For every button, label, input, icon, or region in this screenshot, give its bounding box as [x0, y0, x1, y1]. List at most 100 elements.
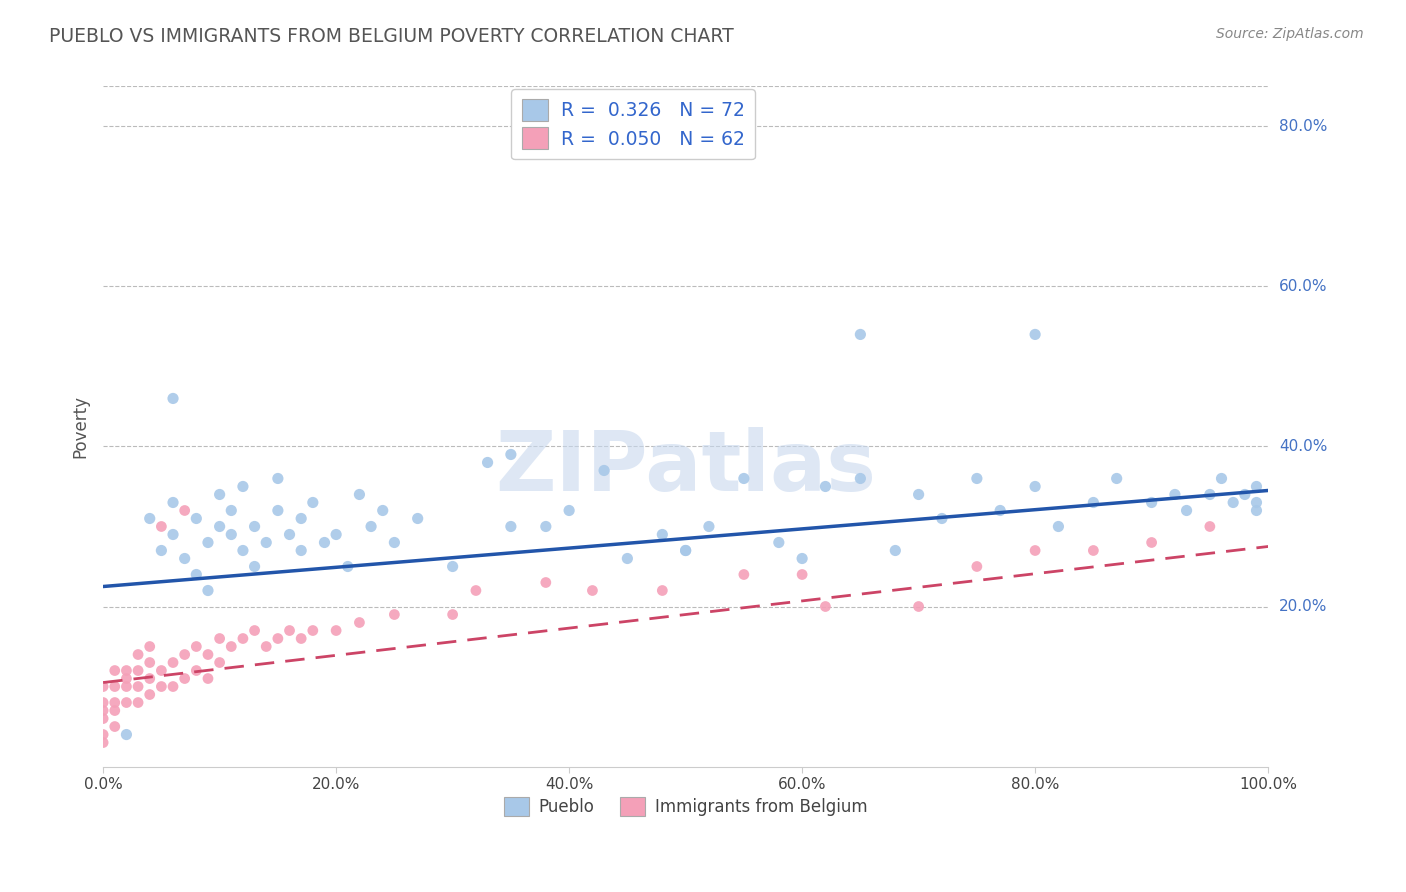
Point	[406, 511, 429, 525]
Text: ZIPatlas: ZIPatlas	[495, 426, 876, 508]
Point	[849, 327, 872, 342]
Point	[197, 535, 219, 549]
Point	[254, 535, 277, 549]
Point	[91, 680, 114, 694]
Point	[1233, 487, 1256, 501]
Point	[534, 519, 557, 533]
Point	[593, 463, 616, 477]
Point	[186, 511, 208, 525]
Point	[208, 632, 231, 646]
Point	[290, 543, 312, 558]
Point	[267, 632, 290, 646]
Point	[162, 527, 184, 541]
Point	[675, 543, 697, 558]
Point	[232, 543, 254, 558]
Point	[219, 640, 242, 654]
Point	[441, 559, 464, 574]
Point	[173, 551, 195, 566]
Point	[173, 503, 195, 517]
Point	[91, 696, 114, 710]
Point	[91, 727, 114, 741]
Point	[173, 672, 195, 686]
Point	[966, 471, 988, 485]
Point	[1246, 479, 1268, 493]
Point	[360, 519, 382, 533]
Point	[1047, 519, 1070, 533]
Point	[197, 672, 219, 686]
Point	[733, 471, 755, 485]
Point	[1246, 495, 1268, 509]
Point	[243, 559, 266, 574]
Point	[651, 527, 673, 541]
Point	[173, 648, 195, 662]
Point	[150, 664, 173, 678]
Point	[150, 519, 173, 533]
Point	[208, 487, 231, 501]
Point	[104, 704, 127, 718]
Point	[162, 495, 184, 509]
Point	[290, 511, 312, 525]
Point	[371, 503, 394, 517]
Point	[150, 543, 173, 558]
Point	[219, 527, 242, 541]
Point	[733, 567, 755, 582]
Point	[1024, 543, 1046, 558]
Point	[127, 664, 149, 678]
Point	[91, 735, 114, 749]
Point	[336, 559, 359, 574]
Legend: Pueblo, Immigrants from Belgium: Pueblo, Immigrants from Belgium	[498, 790, 875, 822]
Point	[1024, 479, 1046, 493]
Point	[499, 519, 522, 533]
Point	[790, 567, 813, 582]
Point	[138, 656, 160, 670]
Point	[150, 680, 173, 694]
Point	[162, 392, 184, 406]
Point	[127, 680, 149, 694]
Point	[1222, 495, 1244, 509]
Point	[232, 479, 254, 493]
Point	[127, 696, 149, 710]
Point	[162, 680, 184, 694]
Point	[325, 624, 347, 638]
Point	[197, 648, 219, 662]
Point	[382, 607, 405, 622]
Point	[1199, 519, 1222, 533]
Point	[477, 455, 499, 469]
Point	[267, 471, 290, 485]
Point	[616, 551, 638, 566]
Point	[651, 583, 673, 598]
Text: 80.0%: 80.0%	[1279, 119, 1327, 134]
Point	[814, 599, 837, 614]
Point	[278, 624, 301, 638]
Point	[219, 503, 242, 517]
Point	[138, 511, 160, 525]
Text: 60.0%: 60.0%	[1279, 279, 1327, 294]
Point	[1140, 535, 1163, 549]
Point	[988, 503, 1011, 517]
Point	[1164, 487, 1187, 501]
Point	[814, 479, 837, 493]
Point	[91, 712, 114, 726]
Point	[581, 583, 603, 598]
Point	[697, 519, 720, 533]
Point	[907, 599, 929, 614]
Point	[115, 664, 138, 678]
Point	[558, 503, 581, 517]
Point	[115, 680, 138, 694]
Point	[186, 640, 208, 654]
Point	[138, 640, 160, 654]
Point	[267, 503, 290, 517]
Point	[104, 680, 127, 694]
Point	[349, 487, 371, 501]
Point	[1175, 503, 1198, 517]
Point	[790, 551, 813, 566]
Y-axis label: Poverty: Poverty	[72, 395, 89, 458]
Point	[243, 624, 266, 638]
Point	[186, 567, 208, 582]
Point	[91, 704, 114, 718]
Point	[115, 672, 138, 686]
Point	[301, 495, 323, 509]
Point	[197, 583, 219, 598]
Point	[931, 511, 953, 525]
Point	[675, 543, 697, 558]
